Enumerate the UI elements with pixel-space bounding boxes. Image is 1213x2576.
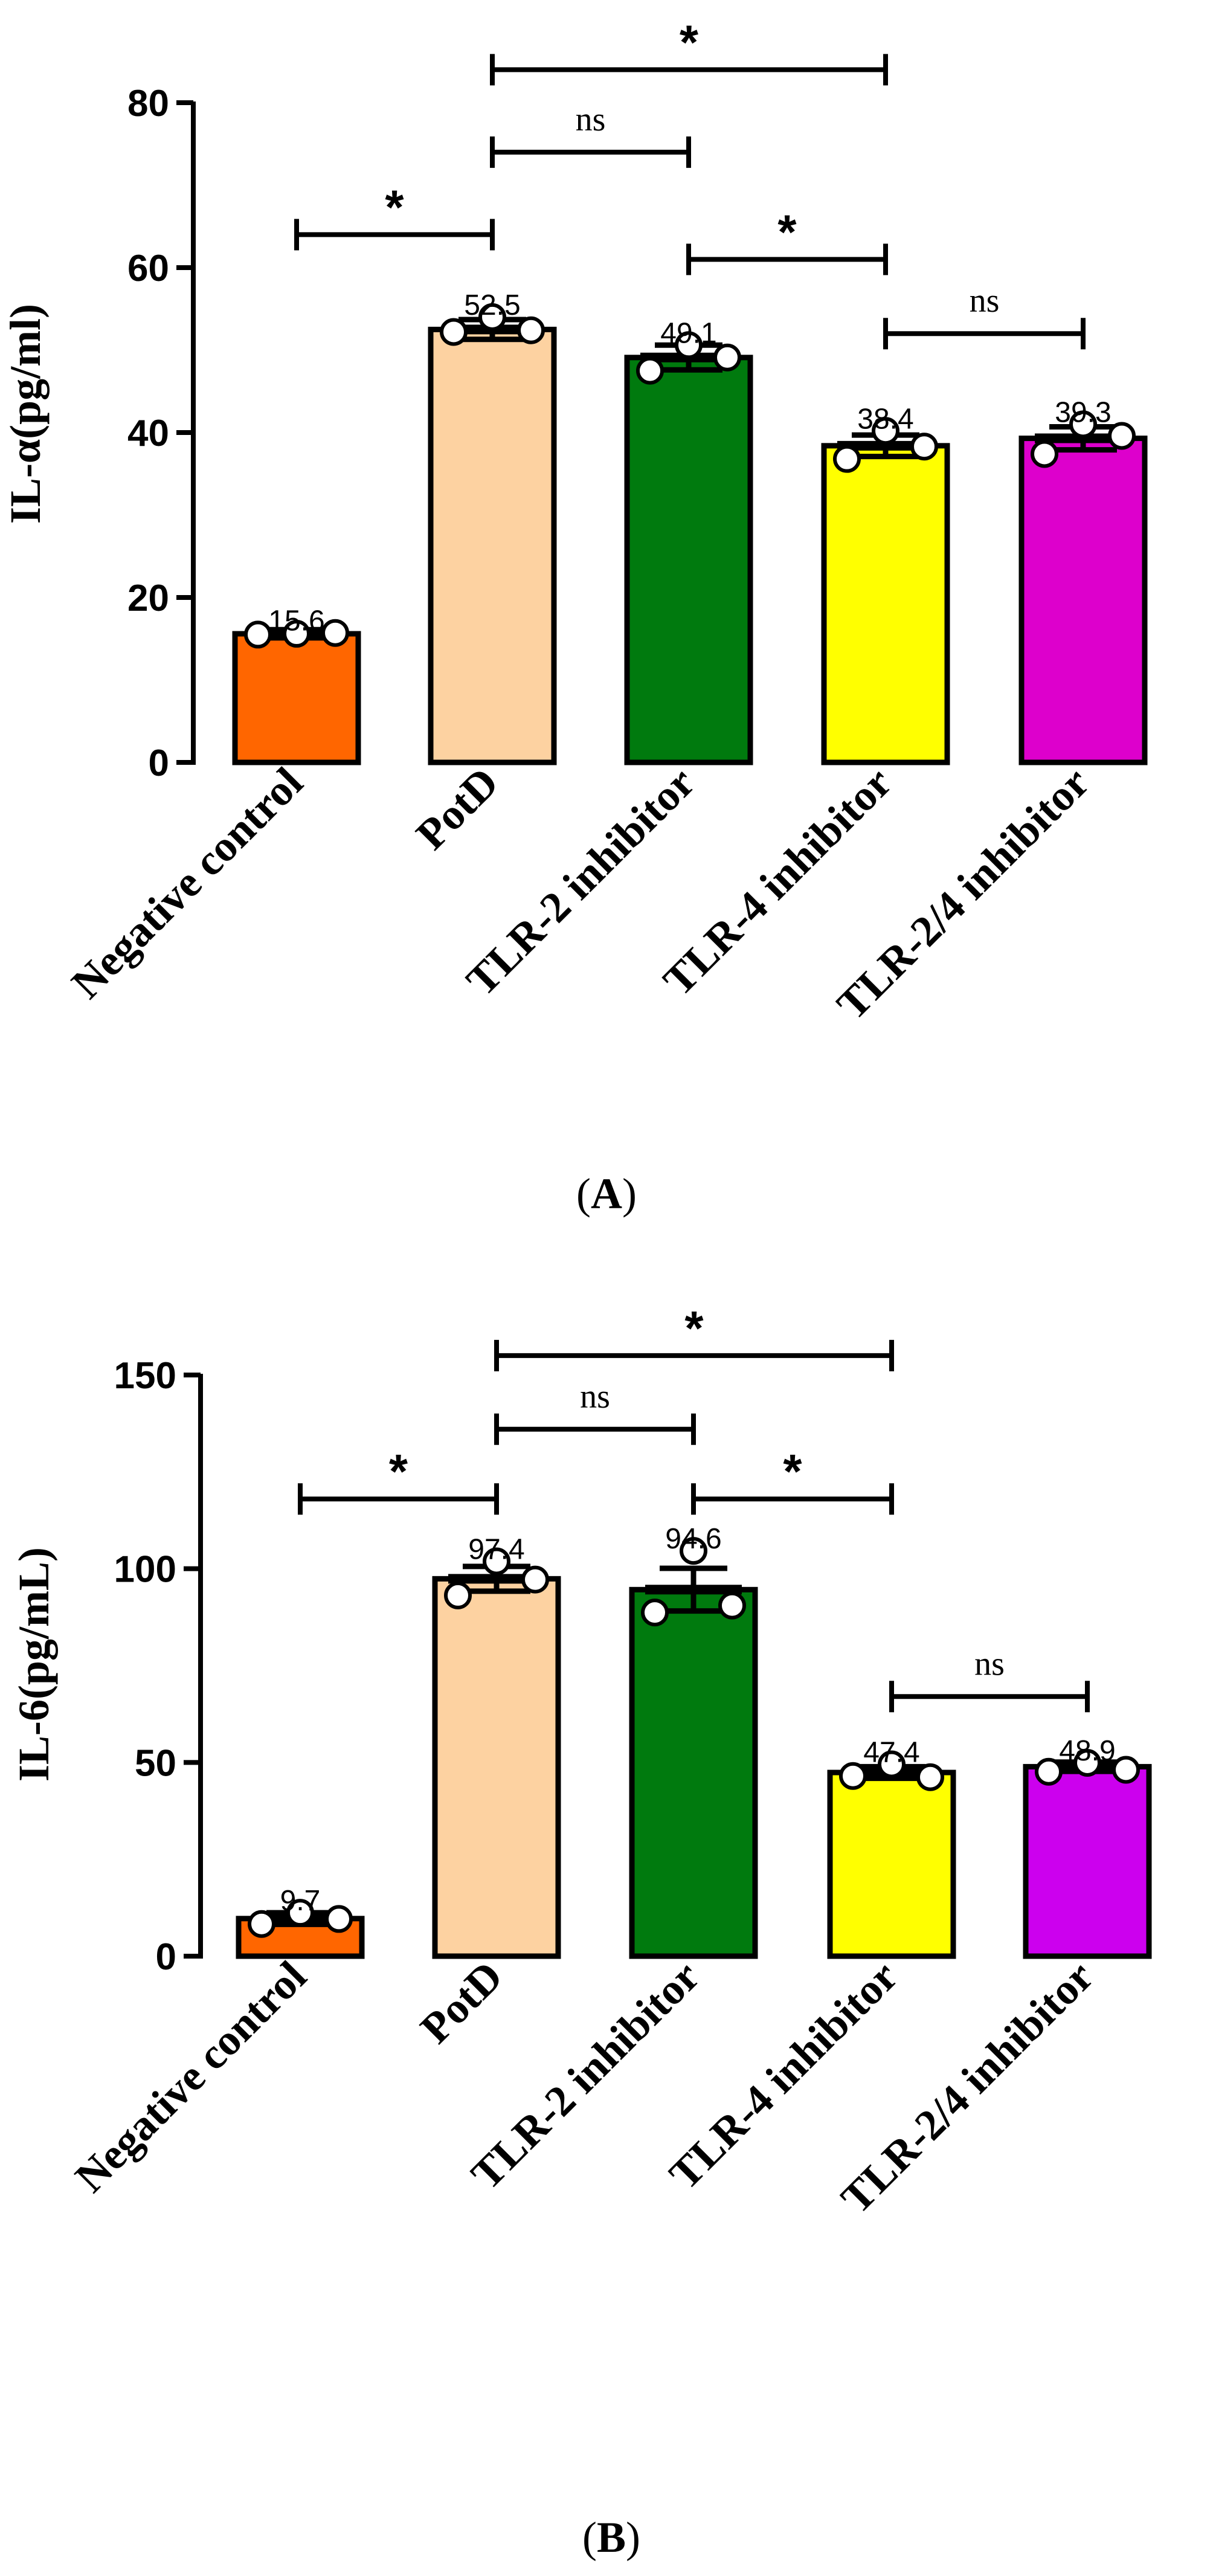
panel-b-data-point [1073,1748,1101,1777]
panel-a-data-point [1069,410,1097,439]
panel-b-data-point [641,1599,669,1627]
panel-a-data-point [321,619,349,647]
panel-b-significance: * ns * * ns [298,1301,1090,1713]
panel-b-data-point [483,1547,510,1576]
panel-a-sig-label: * [777,205,797,259]
panel-b-data-point [1035,1757,1063,1786]
panel-b-sig-label: ns [580,1378,610,1415]
panel-a-bar [232,631,361,765]
panel-a-sig-label: * [680,15,699,69]
panel-b-category-label: PotD [411,1952,512,2053]
panel-a-data-point [675,331,703,359]
panel-a-value-label: 38.4 [857,403,913,435]
panel-b-data-point [325,1905,353,1933]
panel-b-sig-label: * [389,1444,408,1498]
panel-a-chart: 0 20 40 60 80 15.6 52.5 49.1 38.4 39.3 * ns * * ns N… [1,15,1148,1218]
panel-a-value-label: 49.1 [660,317,716,349]
panel-a-y-tick-label: 0 [149,742,169,784]
panel-b-value-label: 47.4 [863,1737,919,1769]
panel-b-data-point [718,1591,746,1620]
panel-a-data-point [872,417,899,445]
panel-a-data-point [636,356,664,385]
panel-b-y-axis: 0 50 100 150 [114,1355,203,1978]
panel-a-y-axis: 0 20 40 60 80 [127,83,196,784]
panel-a-category-label: PotD [407,758,507,859]
panel-a-bar [821,443,950,765]
panel-a-bar [624,355,753,765]
panel-a-value-label: 15.6 [268,605,324,637]
panel-a-data-point [713,343,741,372]
panel-b-label: (B) [582,2513,640,2562]
panel-b-y-tick-label: 150 [114,1355,176,1397]
panel-a-sig-label: ns [576,101,606,138]
panel-a-y-axis-title: IL-α(pg/ml) [1,304,50,524]
panel-a-data-point [1031,440,1058,468]
panel-b-sig-label: * [783,1444,802,1498]
panel-b-y-tick-label: 0 [156,1936,176,1978]
panel-b-bar [1023,1763,1152,1959]
panel-b-chart: 0 50 100 150 9.7 97.4 94.6 47.4 48.9 * ns * * ns Ne… [10,1301,1152,2562]
panel-a-sig-label: ns [970,282,1000,320]
panel-a-data-point [478,303,506,331]
panel-b-y-tick-label: 50 [135,1742,176,1784]
panel-a-bars: 15.6 52.5 49.1 38.4 39.3 [232,289,1148,765]
panel-b-bar [629,1586,758,1959]
panel-a-bar [428,326,557,765]
panel-b-bar [827,1769,956,1959]
panel-b-bar [432,1576,561,1959]
panel-a-data-point [910,433,938,461]
panel-b-data-point [444,1581,472,1609]
panel-a-sig-label: * [385,180,404,234]
panel-a-bar [1018,436,1148,765]
panel-b-data-point [680,1537,707,1565]
panel-a-category-label: Negative control [62,758,312,1008]
panel-b-value-label: 97.4 [468,1533,524,1565]
panel-b-data-point [878,1750,906,1779]
panel-b-data-point [521,1565,549,1594]
panel-b-sig-label: ns [974,1645,1005,1682]
panel-b-data-point [1112,1756,1140,1784]
panel-a-significance: * ns * * ns [294,15,1086,350]
panel-a-y-tick-label: 80 [127,83,169,124]
panel-a-data-point [244,620,272,649]
panel-a-label: (A) [576,1170,637,1218]
panel-a-data-point [440,318,468,346]
panel-a-y-tick-label: 60 [127,248,169,289]
panel-b-value-label: 9.7 [280,1885,321,1917]
panel-a-data-point [517,316,545,344]
panel-a-y-tick-label: 20 [127,578,169,619]
panel-a-value-label: 39.3 [1055,396,1111,428]
panel-a-data-point [833,445,861,473]
panel-a-data-point [283,620,310,648]
panel-b-data-point [839,1762,867,1790]
panel-b-value-label: 48.9 [1059,1735,1115,1767]
panel-a-y-tick-label: 40 [127,413,169,454]
panel-b-sig-label: * [684,1301,704,1355]
panel-b-bars: 9.7 97.4 94.6 47.4 48.9 [236,1523,1152,1959]
panel-b-letter: B [597,2513,626,2562]
panel-b-value-label: 94.6 [665,1523,721,1555]
panel-a-letter: A [591,1170,622,1218]
panel-b-y-tick-label: 100 [114,1549,176,1591]
panel-b-y-axis-title: IL-6(pg/mL) [10,1547,58,1782]
panel-a-data-point [1108,422,1136,450]
panel-b-category-label: Negative control [66,1952,315,2201]
panel-a-value-label: 52.5 [464,289,520,321]
panel-b-data-point [248,1910,275,1938]
panel-b-data-point [286,1899,314,1927]
panel-b-data-point [916,1763,944,1791]
